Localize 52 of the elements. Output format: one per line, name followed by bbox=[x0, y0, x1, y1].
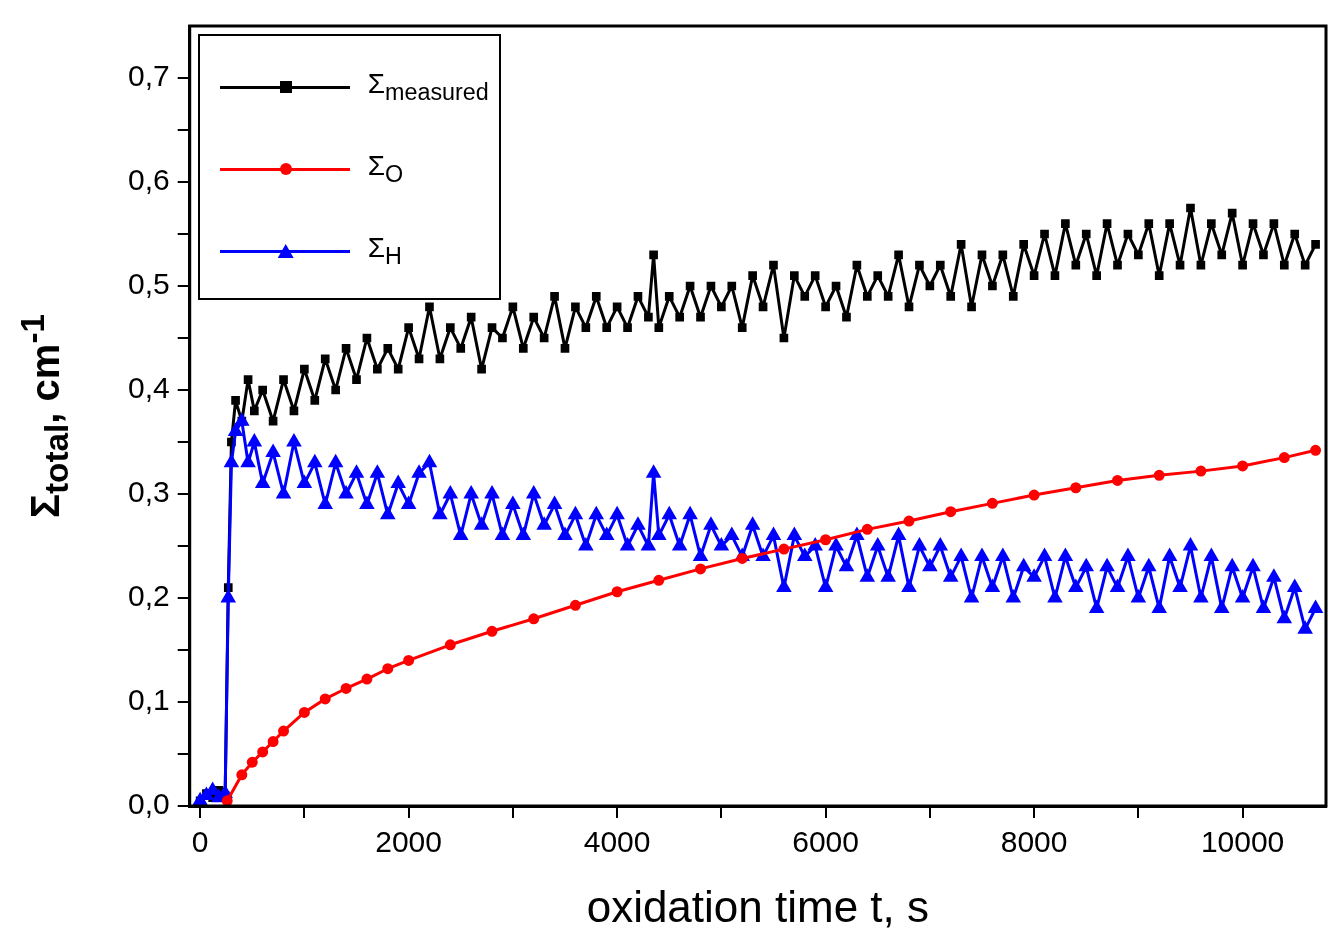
point bbox=[611, 586, 623, 598]
y-tick-label: 0,2 bbox=[127, 579, 170, 613]
x-tick-label: 0 bbox=[191, 825, 209, 859]
point bbox=[528, 613, 540, 625]
point bbox=[1310, 444, 1322, 456]
point bbox=[319, 693, 331, 705]
y-tick-label: 0,4 bbox=[127, 371, 170, 405]
y-tick-label: 0,0 bbox=[127, 787, 170, 821]
point bbox=[861, 523, 873, 535]
point bbox=[1153, 469, 1165, 481]
point bbox=[340, 682, 352, 694]
point bbox=[257, 746, 269, 758]
point bbox=[653, 574, 665, 586]
point bbox=[820, 534, 832, 546]
point bbox=[278, 725, 290, 737]
point bbox=[267, 736, 279, 748]
point bbox=[236, 769, 248, 781]
legend-label: Σ$_{H}$ bbox=[367, 232, 402, 270]
point bbox=[986, 497, 998, 509]
y-tick-label: 0,1 bbox=[127, 683, 170, 717]
x-tick-label: 4000 bbox=[583, 825, 651, 859]
y-tick-label: 0,5 bbox=[127, 267, 170, 301]
point bbox=[298, 706, 310, 718]
y-tick-label: 0,6 bbox=[127, 163, 170, 197]
legend-label: Σ$_{measured}$ bbox=[367, 68, 489, 106]
point bbox=[1237, 460, 1249, 472]
x-tick-label: 8000 bbox=[1000, 825, 1068, 859]
y-tick-label: 0,3 bbox=[127, 475, 170, 509]
point bbox=[1278, 452, 1290, 464]
point bbox=[903, 515, 915, 527]
point bbox=[695, 563, 707, 575]
x-axis-title: oxidation time t, s bbox=[586, 882, 930, 932]
point bbox=[1028, 489, 1040, 501]
point bbox=[403, 654, 415, 666]
legend-label: Σ$_{O}$ bbox=[367, 150, 404, 188]
point bbox=[1195, 465, 1207, 477]
point bbox=[361, 673, 373, 685]
point bbox=[1070, 482, 1082, 494]
point bbox=[569, 599, 581, 611]
point bbox=[246, 756, 258, 768]
point bbox=[221, 795, 233, 806]
x-tick-label: 2000 bbox=[375, 825, 442, 859]
point bbox=[778, 543, 790, 555]
point bbox=[382, 663, 394, 675]
point bbox=[736, 552, 748, 564]
point bbox=[444, 639, 456, 651]
y-tick-label: 0,7 bbox=[127, 59, 170, 93]
x-tick-label: 6000 bbox=[792, 825, 859, 859]
x-tick-label: 10000 bbox=[1200, 825, 1285, 859]
point bbox=[945, 506, 957, 518]
point bbox=[486, 625, 498, 637]
point bbox=[1112, 474, 1124, 486]
